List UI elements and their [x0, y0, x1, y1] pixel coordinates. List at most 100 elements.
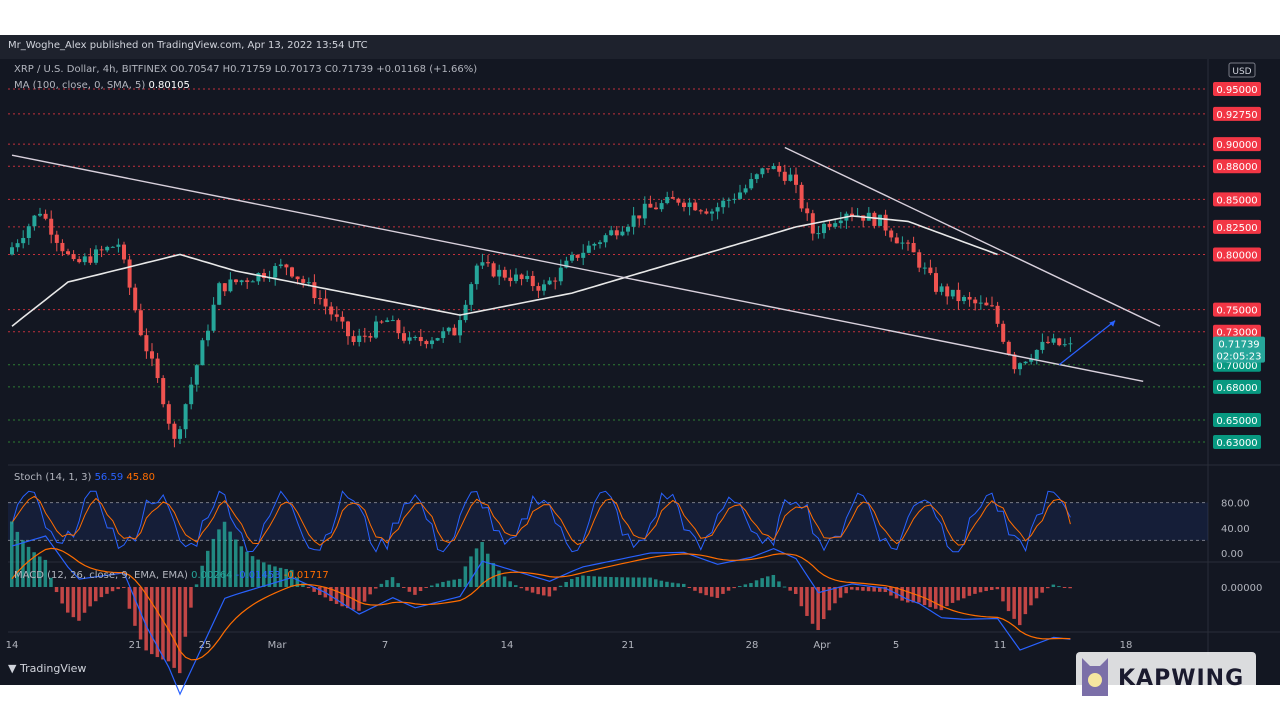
macd-hist-bar: [626, 577, 630, 587]
macd-hist-bar: [245, 551, 249, 587]
candle-body: [71, 254, 76, 260]
candle-body: [222, 283, 227, 292]
publish-line: Mr_Woghe_Alex published on TradingView.c…: [8, 40, 368, 51]
macd-hist-bar: [670, 582, 675, 587]
candle-body: [777, 165, 782, 172]
projection-arrow-head: [1109, 320, 1116, 327]
candle-body: [43, 213, 48, 219]
ma-legend: MA (100, close, 0, SMA, 5) 0.80105: [14, 80, 190, 91]
macd-hist-bar: [161, 587, 165, 660]
macd-hist-bar: [402, 587, 406, 588]
candle-body: [788, 174, 793, 181]
stoch-k-line: [11, 490, 1071, 553]
candle-body: [861, 215, 866, 221]
candle-body: [94, 249, 98, 263]
macd-hist-bar: [833, 587, 837, 604]
candle-body: [782, 171, 787, 181]
macd-hist-bar: [922, 587, 927, 606]
candle-body: [749, 179, 754, 189]
macd-hist-bar: [446, 580, 451, 587]
candle-body: [161, 378, 166, 405]
candle-body: [732, 198, 737, 200]
macd-hist-bar: [760, 578, 764, 587]
macd-hist-bar: [1029, 587, 1033, 606]
candle-body: [721, 200, 726, 208]
macd-hist-bar: [217, 529, 221, 587]
macd-hist-bar: [592, 576, 596, 587]
candle-body: [642, 203, 647, 219]
candle-body: [54, 234, 59, 243]
candle-body: [1046, 341, 1050, 343]
macd-hist-bar: [564, 581, 568, 587]
candle-body: [133, 287, 138, 311]
candle-body: [396, 320, 401, 334]
macd-hist-bar: [284, 568, 288, 587]
candle-body: [906, 242, 910, 244]
candle-body: [323, 298, 328, 307]
candle-body: [21, 237, 26, 244]
time-axis-label: 21: [622, 640, 635, 651]
price-level-label: 0.88000: [1216, 162, 1257, 173]
stoch-pane: 80.00 40.00 0.00: [8, 490, 1250, 560]
candle-body: [122, 244, 126, 260]
candle-body: [38, 213, 42, 216]
candle-body: [894, 237, 899, 244]
symbol-legend: XRP / U.S. Dollar, 4h, BITFINEX O0.70547…: [14, 64, 478, 75]
ma100-line: [11, 215, 998, 327]
macd-hist-bar: [749, 583, 753, 587]
macd-hist-bar: [810, 587, 815, 624]
candle-body: [670, 197, 675, 199]
macd-hist-bar: [407, 587, 412, 592]
macd-hist-bar: [357, 587, 361, 611]
candle-body: [49, 218, 54, 235]
tradingview-logo[interactable]: ▼ TradingView: [8, 662, 86, 675]
candle-body: [217, 283, 222, 305]
macd-hist-bar: [620, 577, 624, 587]
candle-body: [654, 207, 658, 210]
candle-body: [144, 335, 149, 352]
macd-hist-bar: [754, 580, 759, 587]
candle-body: [945, 286, 950, 297]
macd-hist-bar: [631, 577, 636, 587]
candle-body: [77, 259, 82, 263]
macd-hist-bar: [715, 587, 720, 598]
macd-hist-bar: [1051, 584, 1056, 587]
macd-hist-bar: [250, 556, 255, 587]
candle-body: [10, 247, 14, 255]
macd-hist-bar: [99, 587, 104, 598]
candle-body: [424, 341, 429, 345]
candle-body: [178, 429, 182, 439]
macd-hist-bar: [1040, 587, 1044, 593]
macd-hist-bar: [525, 587, 529, 591]
candle-body: [374, 321, 378, 338]
candle-body: [234, 279, 238, 283]
stoch-k: 56.59: [94, 472, 124, 483]
candle-body: [1006, 341, 1011, 355]
candle-body: [189, 384, 194, 405]
candle-body: [32, 215, 37, 227]
macd-hist-bar: [172, 587, 176, 668]
candle-body: [665, 197, 670, 204]
macd-hist-bar: [782, 586, 787, 588]
candle-body: [413, 336, 418, 338]
macd-hist-bar: [262, 562, 266, 587]
macd-hist-bar: [150, 587, 154, 655]
candle-body: [329, 306, 334, 315]
macd-line: [11, 535, 1071, 696]
projection-arrow: [1058, 320, 1116, 366]
candle-body: [754, 174, 759, 180]
candle-body: [138, 310, 143, 336]
candle-body: [760, 168, 765, 175]
candle-body: [150, 351, 154, 359]
macd-value: -0.01453: [235, 570, 281, 581]
macd-hist-bar: [346, 587, 350, 609]
candle-body: [110, 246, 115, 248]
stoch-d: 45.80: [126, 472, 156, 483]
current-price-label: 0.71739: [1218, 340, 1259, 351]
macd-hist-bar: [844, 587, 848, 594]
macd-hist-bar: [822, 587, 826, 620]
macd-hist-bar: [777, 581, 781, 587]
macd-hist-bar: [665, 581, 669, 587]
candle-body: [648, 203, 653, 208]
